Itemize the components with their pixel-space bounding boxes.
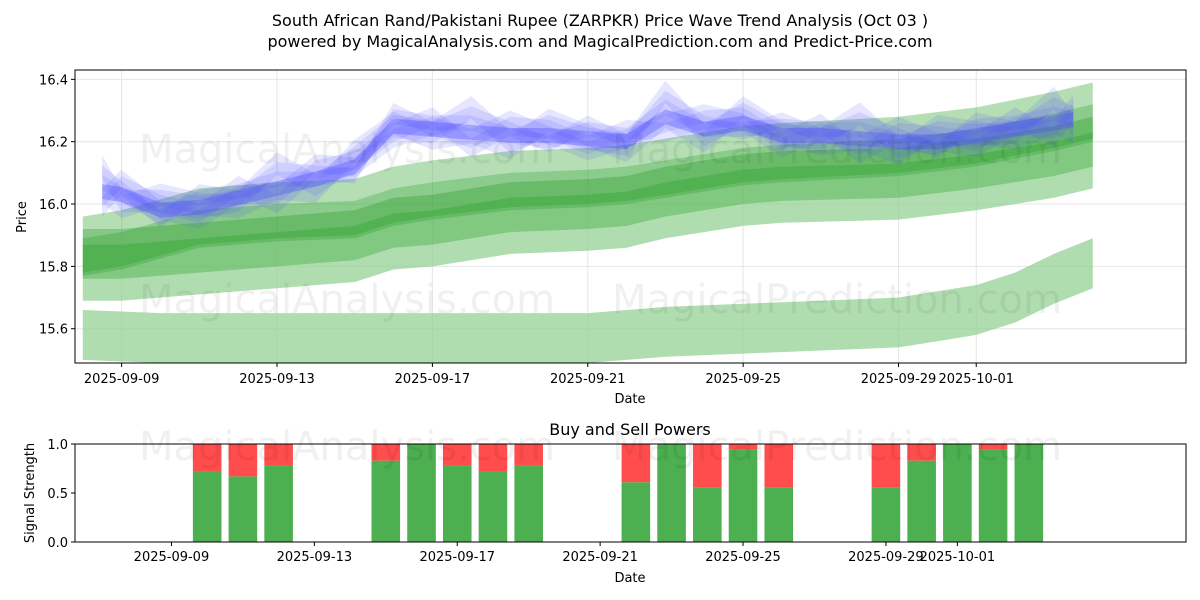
main-x-tick-label: 2025-09-09 bbox=[84, 372, 160, 387]
figure-title-line1: South African Rand/Pakistani Rupee (ZARP… bbox=[272, 11, 928, 30]
buy-bar bbox=[264, 465, 293, 542]
bottom-x-tick-label: 2025-10-01 bbox=[920, 550, 996, 565]
watermark-left-mid: MagicalAnalysis.com bbox=[139, 277, 555, 323]
sell-bar bbox=[978, 444, 1008, 450]
band-blue-layer bbox=[102, 109, 1074, 218]
band-blue-layer bbox=[102, 94, 1074, 230]
bottom-x-tick-label: 2025-09-09 bbox=[134, 550, 210, 565]
sell-bar bbox=[907, 444, 936, 461]
main-y-tick-label: 15.6 bbox=[39, 323, 68, 338]
buy-bar bbox=[1014, 444, 1044, 542]
buy-bar bbox=[442, 465, 472, 542]
main-x-tick-label: 2025-09-21 bbox=[550, 372, 626, 387]
main-ticks: 2025-09-09 2025-09-13 2025-09-17 2025-09-21… bbox=[39, 73, 1014, 387]
bottom-y-axis-label: Signal Strength bbox=[23, 443, 38, 543]
main-x-tick-label: 2025-09-25 bbox=[705, 372, 781, 387]
buy-bar bbox=[693, 487, 722, 542]
band-blue-layer bbox=[102, 96, 1074, 219]
band-blue-layer bbox=[102, 99, 1074, 224]
band-light-green-mid bbox=[82, 132, 1093, 301]
bottom-x-tick-label: 2025-09-25 bbox=[705, 550, 781, 565]
sell-bar bbox=[371, 444, 401, 461]
sell-bar bbox=[264, 444, 293, 466]
watermark-left-top: MagicalAnalysis.com bbox=[139, 127, 555, 173]
main-x-tick-label: 2025-09-17 bbox=[395, 372, 471, 387]
buy-bar bbox=[228, 476, 258, 542]
buy-bar bbox=[192, 471, 222, 542]
bottom-y-tick-label: 0.0 bbox=[47, 536, 68, 551]
buy-bar bbox=[621, 482, 651, 542]
main-bands bbox=[82, 80, 1093, 363]
buy-bar bbox=[407, 444, 436, 542]
bottom-x-tick-label: 2025-09-17 bbox=[419, 550, 495, 565]
sell-bar bbox=[192, 444, 222, 472]
watermark-right-mid: MagicalPrediction.com bbox=[612, 277, 1062, 323]
figure-title-line2: powered by MagicalAnalysis.com and Magic… bbox=[267, 32, 932, 51]
buy-bar bbox=[871, 487, 901, 542]
band-green-upper bbox=[82, 82, 1093, 273]
bottom-bars bbox=[192, 444, 1044, 542]
buy-bar bbox=[943, 444, 972, 542]
buy-bar bbox=[371, 460, 401, 542]
main-plot-frame bbox=[74, 69, 1187, 364]
watermark-right-bottom: MagicalPrediction.com bbox=[612, 424, 1062, 470]
bottom-x-axis-label: Date bbox=[614, 571, 645, 586]
main-y-tick-label: 15.8 bbox=[39, 260, 68, 275]
buy-bar bbox=[978, 449, 1008, 542]
buy-bar bbox=[728, 449, 758, 542]
band-green-lower bbox=[82, 116, 1093, 279]
price-wave-chart: 2025-09-09 2025-09-13 2025-09-17 2025-09-21… bbox=[15, 69, 1187, 407]
band-blue-layer bbox=[102, 101, 1074, 223]
buy-sell-chart: Buy and Sell Powers 2025-09-09 2025-09-13… bbox=[23, 420, 1187, 586]
sell-bar bbox=[228, 444, 258, 477]
bottom-x-tick-label: 2025-09-13 bbox=[277, 550, 353, 565]
sell-bar bbox=[621, 444, 651, 483]
sell-bar bbox=[478, 444, 508, 472]
watermark-left-bottom: MagicalAnalysis.com bbox=[139, 424, 555, 470]
main-y-tick-label: 16.2 bbox=[39, 136, 68, 151]
main-x-tick-label: 2025-09-29 bbox=[861, 372, 937, 387]
band-green-core bbox=[82, 104, 1093, 276]
main-x-axis-label: Date bbox=[614, 392, 645, 407]
buy-bar bbox=[657, 444, 686, 542]
band-blue-layer bbox=[102, 80, 1074, 219]
bottom-plot-frame bbox=[74, 443, 1187, 543]
buy-bar bbox=[514, 465, 543, 542]
buy-bar bbox=[478, 471, 508, 542]
watermark-right-top: MagicalPrediction.com bbox=[612, 127, 1062, 173]
bottom-x-tick-label: 2025-09-21 bbox=[562, 550, 638, 565]
band-light-green-low bbox=[82, 238, 1093, 363]
main-y-axis-label: Price bbox=[15, 201, 30, 233]
band-blue-layer bbox=[102, 90, 1074, 228]
buy-bar bbox=[764, 487, 794, 542]
bottom-y-tick-label: 0.5 bbox=[47, 487, 68, 502]
sell-bar bbox=[728, 444, 758, 450]
bottom-y-tick-label: 1.0 bbox=[47, 438, 68, 453]
main-y-tick-label: 16.4 bbox=[39, 73, 68, 88]
sell-bar bbox=[871, 444, 901, 488]
sell-bar bbox=[514, 444, 543, 466]
sell-bar bbox=[442, 444, 472, 466]
sell-bar bbox=[693, 444, 722, 488]
buy-sell-title: Buy and Sell Powers bbox=[549, 420, 711, 439]
buy-bar bbox=[907, 460, 936, 542]
main-x-tick-label: 2025-10-01 bbox=[938, 372, 1014, 387]
main-y-tick-label: 16.0 bbox=[39, 198, 68, 213]
main-x-tick-label: 2025-09-13 bbox=[239, 372, 315, 387]
bottom-x-tick-label: 2025-09-29 bbox=[848, 550, 924, 565]
sell-bar bbox=[764, 444, 794, 488]
bottom-ticks: 2025-09-09 2025-09-13 2025-09-17 2025-09-21… bbox=[47, 438, 995, 565]
